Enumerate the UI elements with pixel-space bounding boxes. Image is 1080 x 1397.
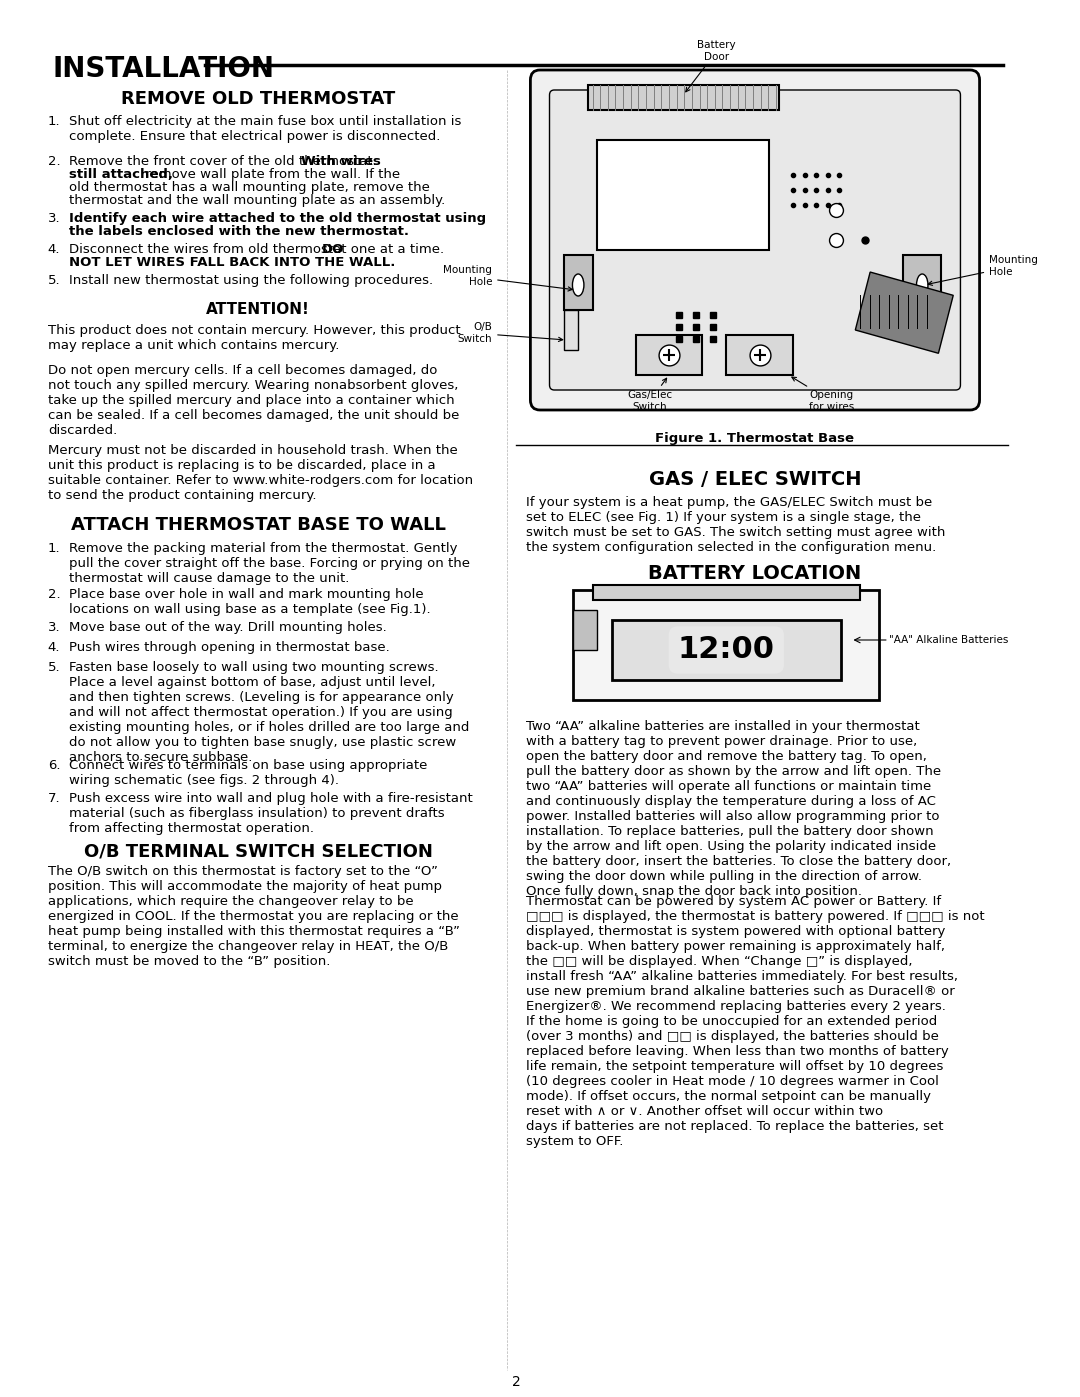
Text: 2: 2: [512, 1375, 521, 1389]
Text: ATTENTION!: ATTENTION!: [206, 302, 310, 317]
Text: Place base over hole in wall and mark mounting hole
locations on wall using base: Place base over hole in wall and mark mo…: [69, 588, 431, 616]
Text: the labels enclosed with the new thermostat.: the labels enclosed with the new thermos…: [69, 225, 409, 237]
Text: DO: DO: [322, 243, 345, 256]
Text: This product does not contain mercury. However, this product
may replace a unit : This product does not contain mercury. H…: [48, 324, 460, 352]
Text: thermostat and the wall mounting plate as an assembly.: thermostat and the wall mounting plate a…: [69, 194, 445, 207]
Text: REMOVE OLD THERMOSTAT: REMOVE OLD THERMOSTAT: [121, 89, 395, 108]
Text: BATTERY LOCATION: BATTERY LOCATION: [648, 564, 862, 583]
Text: old thermostat has a wall mounting plate, remove the: old thermostat has a wall mounting plate…: [69, 182, 430, 194]
Text: Battery
Door: Battery Door: [686, 41, 737, 92]
Bar: [564, 310, 578, 351]
Ellipse shape: [917, 274, 928, 296]
Text: Connect wires to terminals on base using appropriate
wiring schematic (see figs.: Connect wires to terminals on base using…: [69, 759, 428, 787]
Bar: [597, 140, 769, 250]
Text: Remove the front cover of the old thermostat.: Remove the front cover of the old thermo…: [69, 155, 381, 168]
Text: Identify each wire attached to the old thermostat using: Identify each wire attached to the old t…: [69, 212, 486, 225]
FancyBboxPatch shape: [550, 89, 960, 390]
Text: Opening
for wires: Opening for wires: [792, 377, 854, 412]
Bar: [727, 335, 793, 374]
Bar: [855, 272, 954, 353]
Text: Do not open mercury cells. If a cell becomes damaged, do
not touch any spilled m: Do not open mercury cells. If a cell bec…: [48, 365, 459, 437]
Text: 7.: 7.: [48, 792, 60, 805]
Text: 4.: 4.: [48, 243, 60, 256]
Text: O/B TERMINAL SWITCH SELECTION: O/B TERMINAL SWITCH SELECTION: [83, 842, 432, 861]
Text: ATTACH THERMOSTAT BASE TO WALL: ATTACH THERMOSTAT BASE TO WALL: [70, 515, 445, 534]
Bar: [573, 590, 879, 700]
Text: O/B
Switch: O/B Switch: [458, 323, 563, 344]
Text: Move base out of the way. Drill mounting holes.: Move base out of the way. Drill mounting…: [69, 622, 387, 634]
Text: 5.: 5.: [48, 661, 60, 673]
Bar: [635, 335, 702, 374]
Text: NOT LET WIRES FALL BACK INTO THE WALL.: NOT LET WIRES FALL BACK INTO THE WALL.: [69, 256, 395, 270]
Text: GAS / ELEC SWITCH: GAS / ELEC SWITCH: [649, 469, 861, 489]
Bar: [564, 256, 593, 310]
Text: Remove the packing material from the thermostat. Gently
pull the cover straight : Remove the packing material from the the…: [69, 542, 470, 585]
Text: 6.: 6.: [48, 759, 60, 773]
Text: 4.: 4.: [48, 641, 60, 654]
Text: With wires: With wires: [301, 155, 381, 168]
Text: Fasten base loosely to wall using two mounting screws.
Place a level against bot: Fasten base loosely to wall using two mo…: [69, 661, 469, 764]
Ellipse shape: [572, 274, 584, 296]
Text: 1.: 1.: [48, 115, 60, 129]
Bar: [593, 585, 860, 599]
Text: 5.: 5.: [48, 274, 60, 286]
Text: 2.: 2.: [48, 155, 60, 168]
Text: Mounting
Hole: Mounting Hole: [443, 265, 572, 291]
Text: Two “AA” alkaline batteries are installed in your thermostat
with a battery tag : Two “AA” alkaline batteries are installe…: [526, 719, 950, 898]
Text: 3.: 3.: [48, 212, 60, 225]
Text: Push excess wire into wall and plug hole with a fire-resistant
material (such as: Push excess wire into wall and plug hole…: [69, 792, 473, 835]
Text: "AA" Alkaline Batteries: "AA" Alkaline Batteries: [889, 636, 1008, 645]
Text: 2.: 2.: [48, 588, 60, 601]
Bar: [588, 85, 779, 110]
Text: Thermostat can be powered by system AC power or Battery. If
□□□ is displayed, th: Thermostat can be powered by system AC p…: [526, 895, 984, 1148]
Text: Figure 1. Thermostat Base: Figure 1. Thermostat Base: [656, 432, 854, 446]
Text: If your system is a heat pump, the GAS/ELEC Switch must be
set to ELEC (see Fig.: If your system is a heat pump, the GAS/E…: [526, 496, 945, 555]
Text: The O/B switch on this thermostat is factory set to the “O”
position. This will : The O/B switch on this thermostat is fac…: [48, 865, 460, 968]
Text: Mounting
Hole: Mounting Hole: [928, 256, 1038, 285]
Text: INSTALLATION: INSTALLATION: [53, 54, 274, 82]
Text: remove wall plate from the wall. If the: remove wall plate from the wall. If the: [141, 168, 401, 182]
Text: still attached,: still attached,: [69, 168, 173, 182]
Text: Gas/Elec
Switch: Gas/Elec Switch: [627, 379, 673, 412]
Text: Install new thermostat using the following procedures.: Install new thermostat using the followi…: [69, 274, 433, 286]
FancyBboxPatch shape: [530, 70, 980, 409]
Text: 1.: 1.: [48, 542, 60, 555]
Text: 12:00: 12:00: [678, 636, 774, 665]
Text: 3.: 3.: [48, 622, 60, 634]
Text: Mercury must not be discarded in household trash. When the
unit this product is : Mercury must not be discarded in househo…: [48, 444, 473, 502]
Text: Shut off electricity at the main fuse box until installation is
complete. Ensure: Shut off electricity at the main fuse bo…: [69, 115, 461, 142]
Bar: [903, 256, 942, 310]
Bar: [611, 620, 841, 680]
Text: Push wires through opening in thermostat base.: Push wires through opening in thermostat…: [69, 641, 390, 654]
Bar: [573, 610, 597, 650]
Text: Disconnect the wires from old thermostat one at a time.: Disconnect the wires from old thermostat…: [69, 243, 448, 256]
